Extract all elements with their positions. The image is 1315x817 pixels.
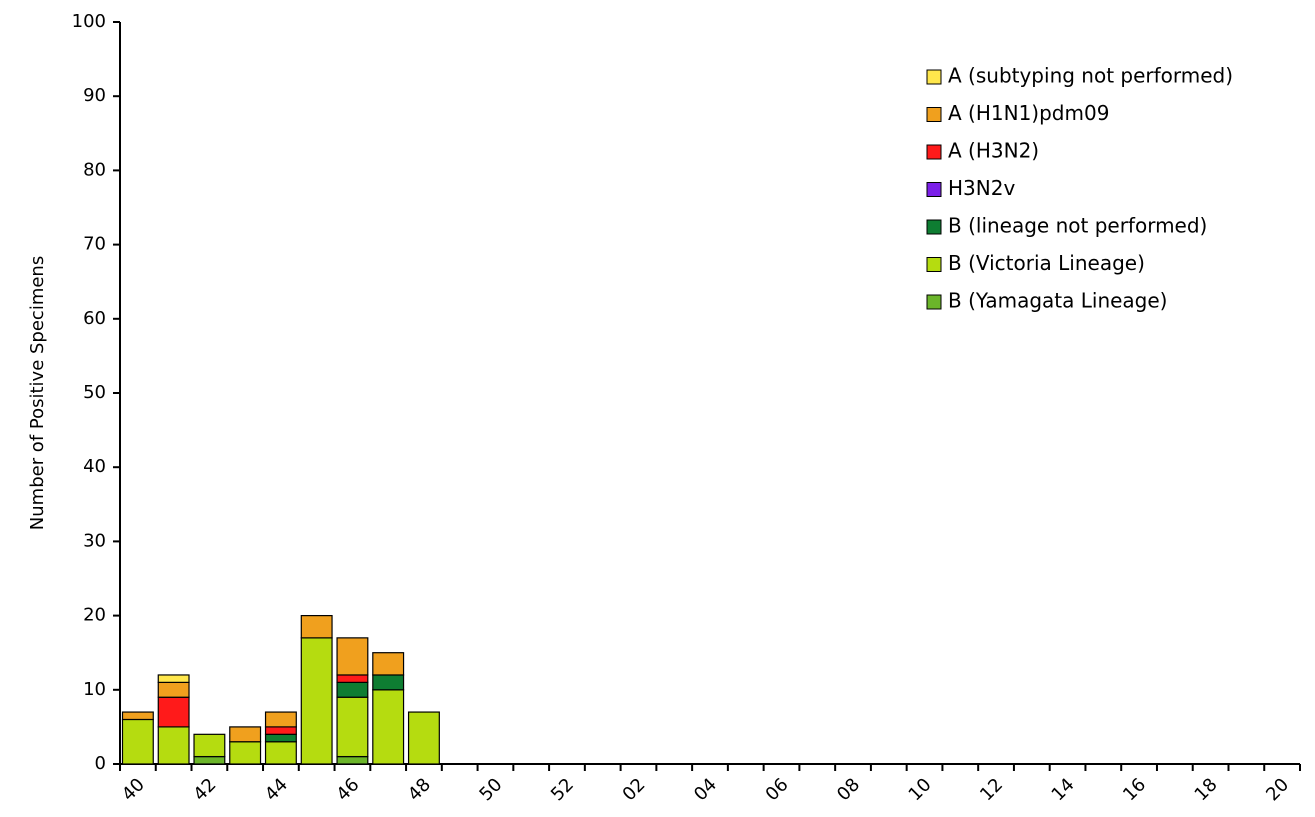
x-tick-label: 48	[404, 774, 435, 805]
legend-swatch	[926, 107, 942, 122]
bar-segment	[300, 637, 333, 765]
x-tick-label: 02	[619, 774, 650, 805]
x-tick-label: 10	[905, 774, 936, 805]
bar-segment	[229, 726, 262, 743]
y-tick-label: 40	[83, 456, 106, 477]
bar-segment	[157, 681, 190, 698]
bar-segment	[264, 741, 297, 765]
bar-segment	[336, 681, 369, 698]
legend-swatch	[926, 69, 942, 85]
legend-label: H3N2v	[948, 176, 1015, 200]
x-tick-label: 06	[762, 774, 793, 805]
bar-segment	[336, 755, 369, 765]
bar-segment	[372, 674, 405, 691]
bar-segment	[264, 733, 297, 743]
bar-segment	[121, 711, 154, 721]
y-axis-title: Number of Positive Specimens	[27, 256, 48, 530]
bar-segment	[407, 711, 440, 765]
legend-label: A (H3N2)	[948, 139, 1039, 163]
legend-label: B (Yamagata Lineage)	[948, 289, 1167, 313]
y-tick-label: 0	[95, 753, 106, 774]
bar-segment	[372, 652, 405, 676]
x-tick-label: 44	[261, 774, 292, 805]
y-tick-label: 50	[83, 382, 106, 403]
x-tick-label: 40	[118, 774, 149, 805]
legend-swatch	[926, 257, 942, 272]
y-tick-label: 80	[83, 159, 106, 180]
y-tick-label: 70	[83, 234, 106, 255]
x-tick-label: 20	[1262, 774, 1293, 805]
bar-segment	[229, 741, 262, 765]
legend-label: B (lineage not performed)	[948, 214, 1207, 238]
bar-segment	[193, 733, 226, 758]
x-tick-label: 04	[690, 774, 721, 805]
bar-segment	[300, 614, 333, 639]
legend-label: A (subtyping not performed)	[948, 64, 1233, 88]
x-tick-label: 14	[1048, 774, 1079, 805]
bar-segment	[121, 718, 154, 765]
y-tick-label: 60	[83, 308, 106, 329]
x-tick-label: 12	[976, 774, 1007, 805]
x-tick-label: 52	[547, 774, 578, 805]
bar-segment	[336, 674, 369, 683]
bar-segment	[264, 726, 297, 735]
x-tick-label: 16	[1119, 774, 1150, 805]
y-tick-label: 90	[83, 85, 106, 106]
bar-segment	[193, 755, 226, 765]
x-tick-label: 18	[1191, 774, 1222, 805]
bar-segment	[157, 674, 190, 683]
bar-segment	[336, 637, 369, 676]
y-tick-label: 10	[83, 679, 106, 700]
x-tick-label: 46	[332, 774, 363, 805]
legend-swatch	[926, 144, 942, 160]
x-tick-label: 50	[475, 774, 506, 805]
x-tick-label: 08	[833, 774, 864, 805]
legend-swatch	[926, 219, 942, 235]
y-tick-label: 100	[72, 11, 106, 32]
bar-segment	[264, 711, 297, 728]
bar-segment	[157, 696, 190, 728]
y-tick-label: 20	[83, 605, 106, 626]
y-tick-label: 30	[83, 530, 106, 551]
bar-segment	[372, 689, 405, 765]
bar-segment	[157, 726, 190, 765]
bar-segment	[336, 696, 369, 758]
legend-swatch	[926, 294, 942, 310]
x-tick-label: 42	[189, 774, 220, 805]
legend-label: B (Victoria Lineage)	[948, 251, 1145, 275]
legend-swatch	[926, 182, 942, 197]
legend-label: A (H1N1)pdm09	[948, 101, 1109, 125]
